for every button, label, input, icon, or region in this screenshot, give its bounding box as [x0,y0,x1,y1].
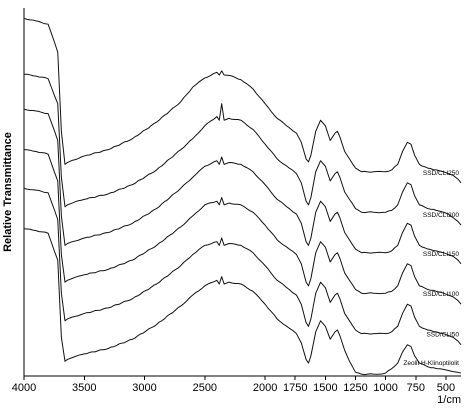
series-group [23,17,462,376]
x-tick-label: 1500 [313,382,337,394]
x-axis-ticks: 4000 3500 3000 2500 2000 1750 1500 1250 1000 750 5… [12,376,455,394]
x-tick-label: 750 [407,382,425,394]
x-tick-label: 3500 [72,382,96,394]
plot-area: SSD/CLI250 SSD/CLI200 SSD/CLI150 SSD/CLI100… [23,8,462,377]
x-tick-label: 2500 [193,382,217,394]
series-label: SSD/CLI200 [423,212,460,219]
series-label: Zeolit H-Klinoptilolit [403,360,459,367]
series-label: SSD/CLI100 [423,291,460,298]
series-line [23,228,462,376]
x-tick-label: 500 [437,382,455,394]
x-tick-label: 2000 [253,382,277,394]
series-line [23,187,462,346]
series-line [23,73,462,226]
series-label: SSD/CLI50 [426,332,459,339]
series-line [23,17,462,184]
x-tick-label: 1750 [283,382,307,394]
series-label-group: SSD/CLI250 SSD/CLI200 SSD/CLI150 SSD/CLI100… [403,170,459,367]
x-tick-label: 4000 [12,382,36,394]
series-label: SSD/CLI150 [423,251,460,258]
y-axis-label: Relative Transmittance [2,132,14,252]
series-line [23,149,462,305]
x-tick-label: 3000 [132,382,156,394]
x-axis-label: 1/cm [437,394,461,406]
x-tick-label: 1250 [343,382,367,394]
series-label: SSD/CLI250 [423,170,460,177]
series-line [23,108,462,265]
x-tick-label: 1000 [373,382,397,394]
